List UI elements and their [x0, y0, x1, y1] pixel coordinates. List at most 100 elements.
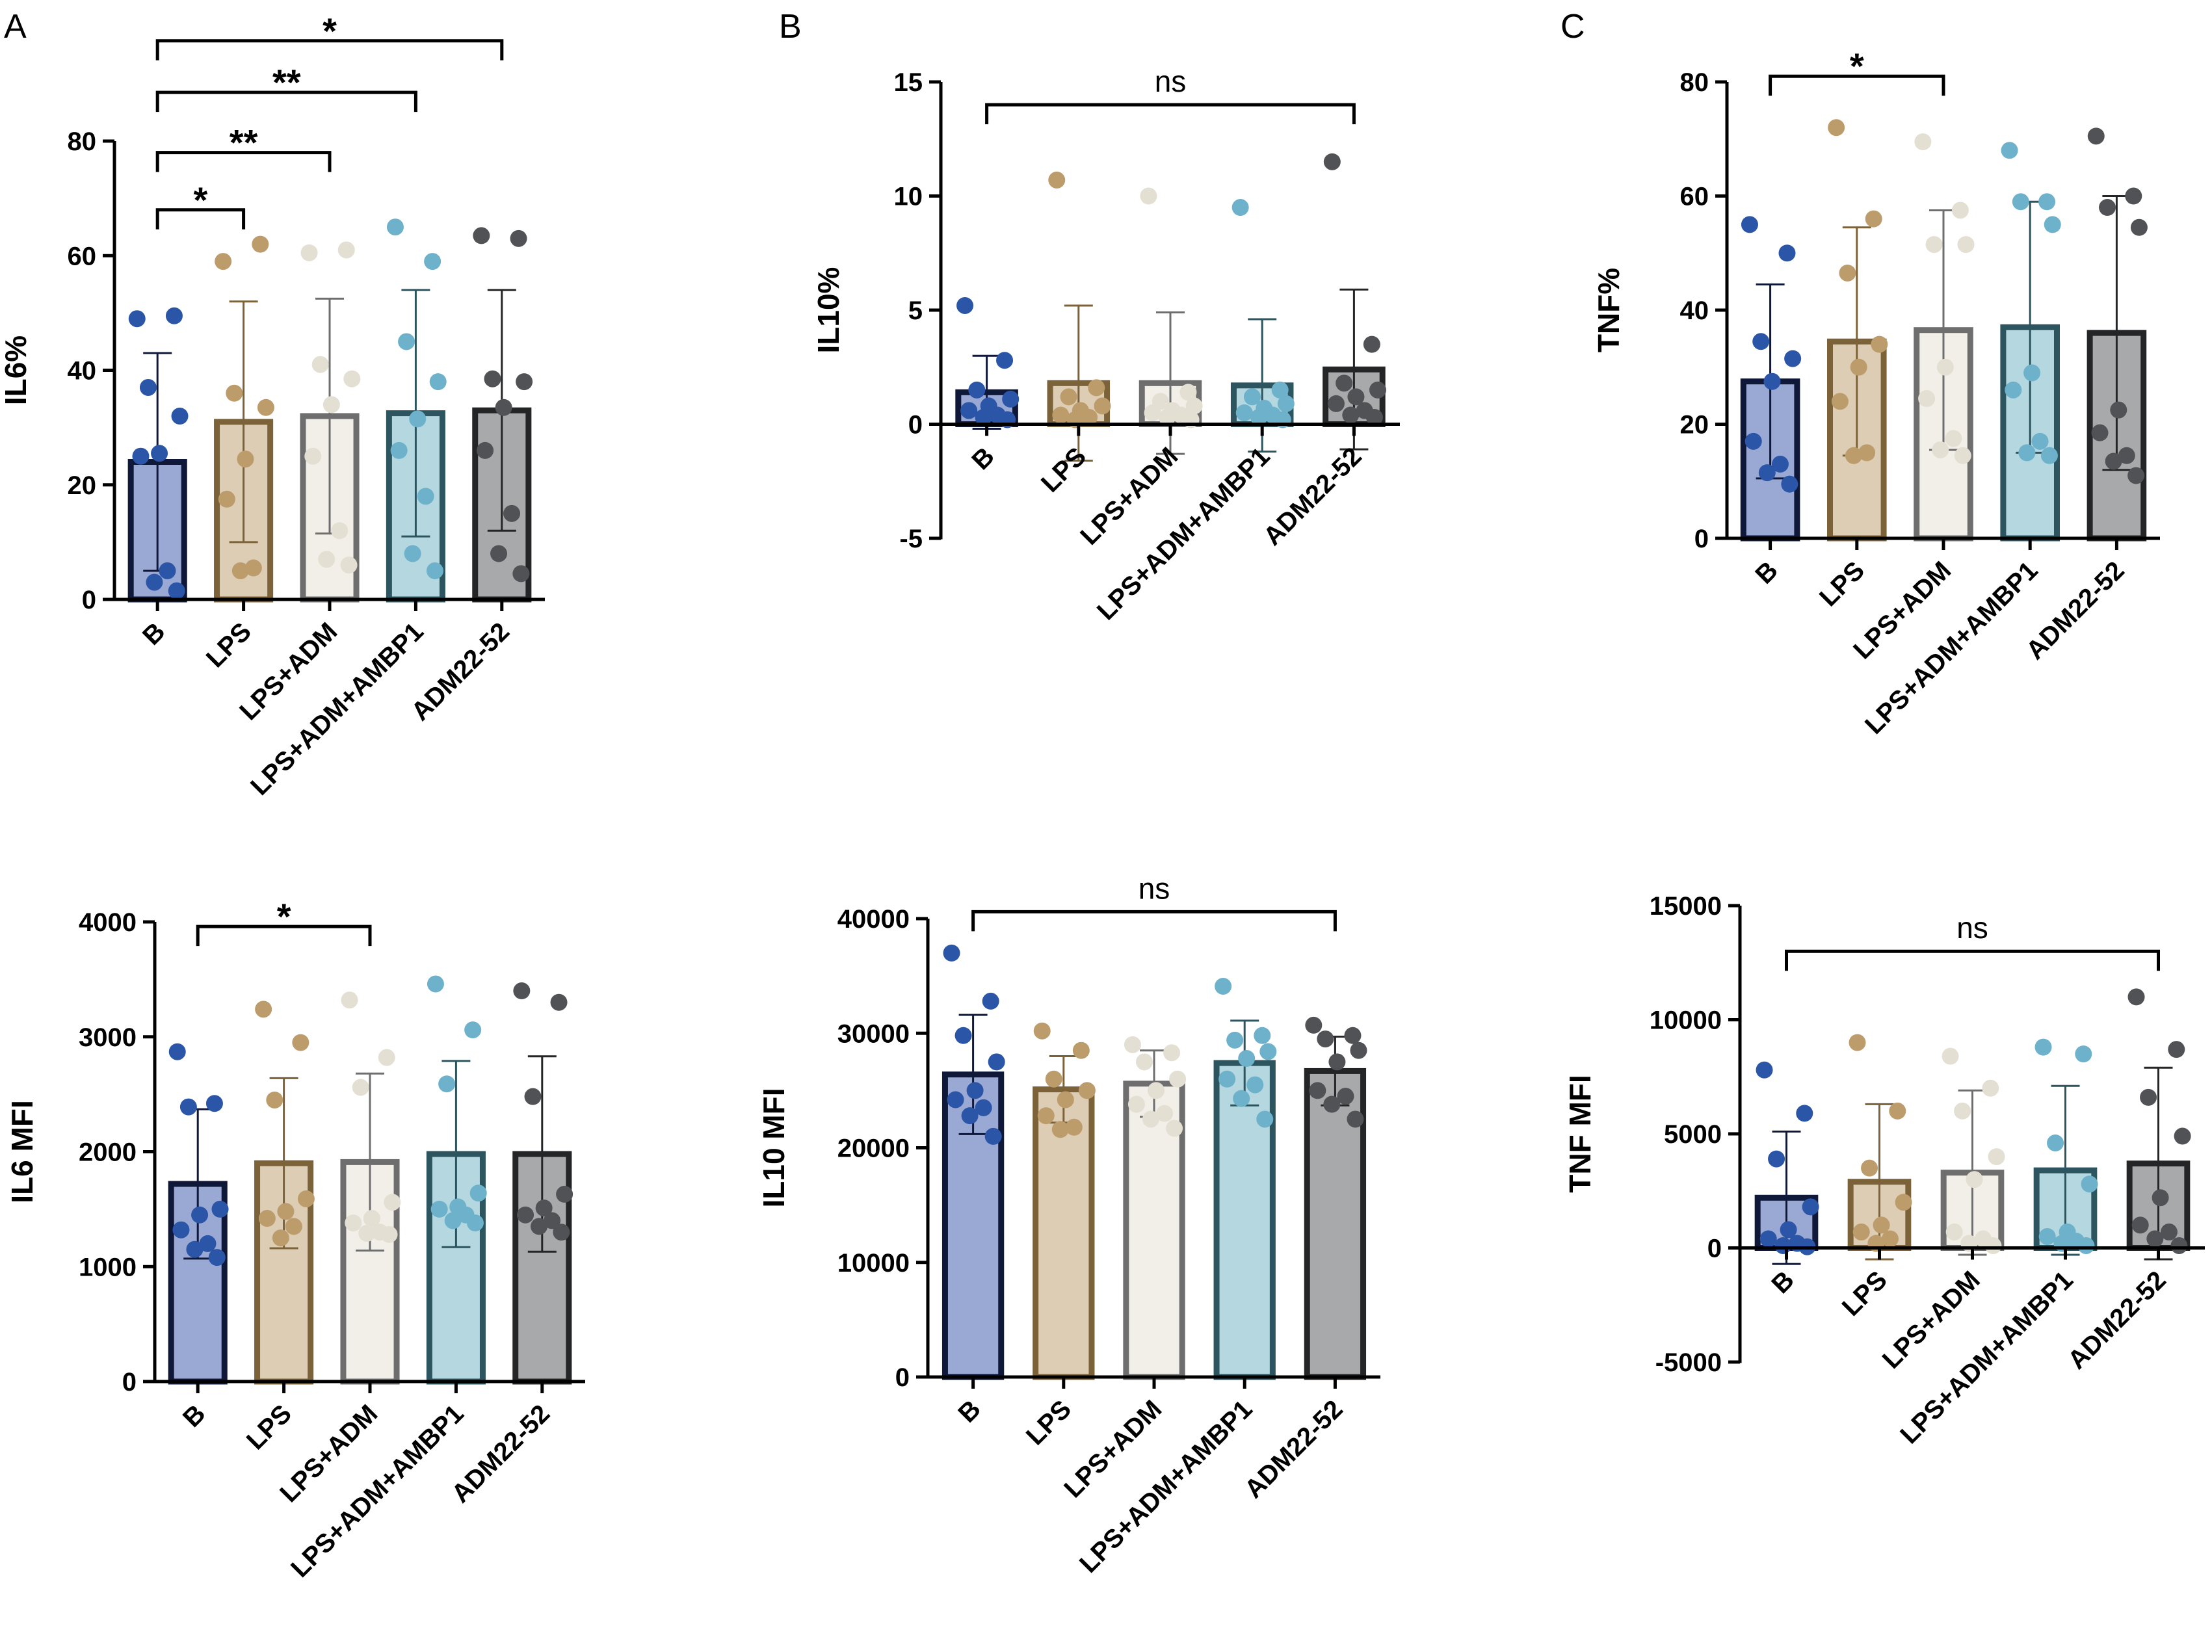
data-point: [2118, 447, 2135, 464]
data-point: [444, 1212, 462, 1229]
panel-letter-a: A: [4, 8, 27, 46]
data-point: [1317, 1030, 1334, 1048]
y-axis-title: TNF%: [1592, 268, 1626, 352]
data-point: [2031, 432, 2049, 450]
data-point: [524, 1088, 542, 1105]
data-point: [512, 565, 530, 583]
data-point: [1759, 1230, 1777, 1248]
data-point: [1231, 199, 1249, 216]
data-point: [438, 1075, 456, 1093]
category-label: LPS+ADM+AMBP1: [1860, 556, 2044, 740]
data-point: [352, 1079, 369, 1096]
data-point: [272, 1229, 289, 1247]
data-point: [2075, 1045, 2092, 1063]
data-point: [1033, 1022, 1051, 1040]
data-point: [2131, 1216, 2149, 1234]
category-label: LPS+ADM+AMBP1: [1895, 1266, 2079, 1450]
data-point: [2174, 1127, 2191, 1145]
data-point: [237, 451, 254, 468]
data-point: [1323, 1095, 1341, 1113]
data-point: [1127, 1095, 1145, 1113]
category-label: LPS: [1021, 1395, 1077, 1450]
data-point: [257, 399, 274, 416]
data-point: [390, 441, 408, 459]
data-point: [266, 1091, 283, 1108]
data-point: [495, 399, 512, 416]
category-label: LPS+ADM+AMBP1: [1074, 1395, 1258, 1579]
y-tick-label: 60: [68, 242, 97, 270]
data-point: [1163, 1044, 1181, 1062]
data-point: [484, 370, 501, 387]
data-point: [386, 218, 404, 236]
data-point: [1166, 1120, 1183, 1137]
data-point: [1088, 379, 1105, 397]
data-point: [427, 975, 444, 993]
category-label: LPS: [1814, 556, 1870, 612]
data-point: [179, 1098, 197, 1116]
data-point: [1048, 171, 1066, 189]
category-label: B: [1766, 1266, 1800, 1300]
y-tick-label: 2000: [79, 1138, 137, 1167]
data-point: [1781, 475, 1798, 493]
data-point: [955, 1027, 972, 1044]
data-point: [516, 373, 533, 391]
data-point: [982, 992, 999, 1010]
y-tick-label: 0: [82, 586, 96, 614]
data-point: [343, 370, 361, 387]
data-point: [1156, 1105, 1174, 1122]
bar: [1213, 1060, 1276, 1380]
data-point: [378, 1049, 395, 1066]
data-point: [1246, 1076, 1264, 1094]
data-point: [300, 244, 318, 261]
data-point: [151, 445, 168, 462]
data-point: [159, 562, 176, 579]
data-point: [1235, 404, 1253, 421]
data-point: [358, 1224, 376, 1242]
data-point: [1002, 390, 1020, 408]
data-point: [961, 1107, 979, 1125]
data-point: [331, 522, 349, 540]
data-point: [1982, 1079, 1999, 1097]
data-point: [1081, 408, 1098, 426]
y-axis-title: TNF MFI: [1563, 1075, 1597, 1192]
data-point: [1778, 244, 1796, 262]
data-point: [1094, 397, 1111, 415]
data-point: [1256, 1110, 1274, 1128]
data-point: [550, 993, 568, 1011]
data-point: [191, 1206, 209, 1224]
data-point: [531, 1218, 548, 1235]
category-label: LPS: [1837, 1266, 1893, 1322]
panel-letter-b: B: [779, 8, 802, 46]
y-tick-label: 5000: [1664, 1120, 1722, 1149]
data-point: [2146, 1230, 2164, 1248]
significance-label: *: [323, 10, 337, 51]
data-point: [1226, 1031, 1244, 1049]
data-point: [477, 441, 494, 459]
data-point: [510, 229, 527, 247]
y-tick-label: 20000: [837, 1134, 910, 1163]
significance-label: ns: [1139, 871, 1170, 905]
data-point: [1185, 397, 1203, 415]
category-label: B: [966, 442, 1000, 476]
y-tick-label: 1000: [79, 1253, 137, 1281]
data-point: [1850, 358, 1867, 376]
y-tick-label: 15000: [1650, 892, 1722, 921]
data-point: [544, 1212, 561, 1229]
data-point: [1271, 381, 1289, 399]
data-point: [968, 381, 986, 399]
data-point: [1849, 1034, 1866, 1051]
data-point: [1780, 1221, 1797, 1239]
data-point: [318, 551, 336, 568]
data-point: [231, 562, 249, 579]
data-point: [1148, 1082, 1165, 1099]
data-point: [473, 227, 490, 244]
data-point: [517, 1206, 534, 1224]
data-point: [277, 1203, 295, 1220]
data-point: [1305, 1016, 1323, 1034]
data-point: [384, 1194, 401, 1211]
category-label: B: [953, 1395, 986, 1428]
category-label: LPS+ADM+AMBP1: [285, 1399, 469, 1583]
data-point: [285, 1218, 302, 1235]
y-tick-label: 40: [68, 357, 97, 386]
